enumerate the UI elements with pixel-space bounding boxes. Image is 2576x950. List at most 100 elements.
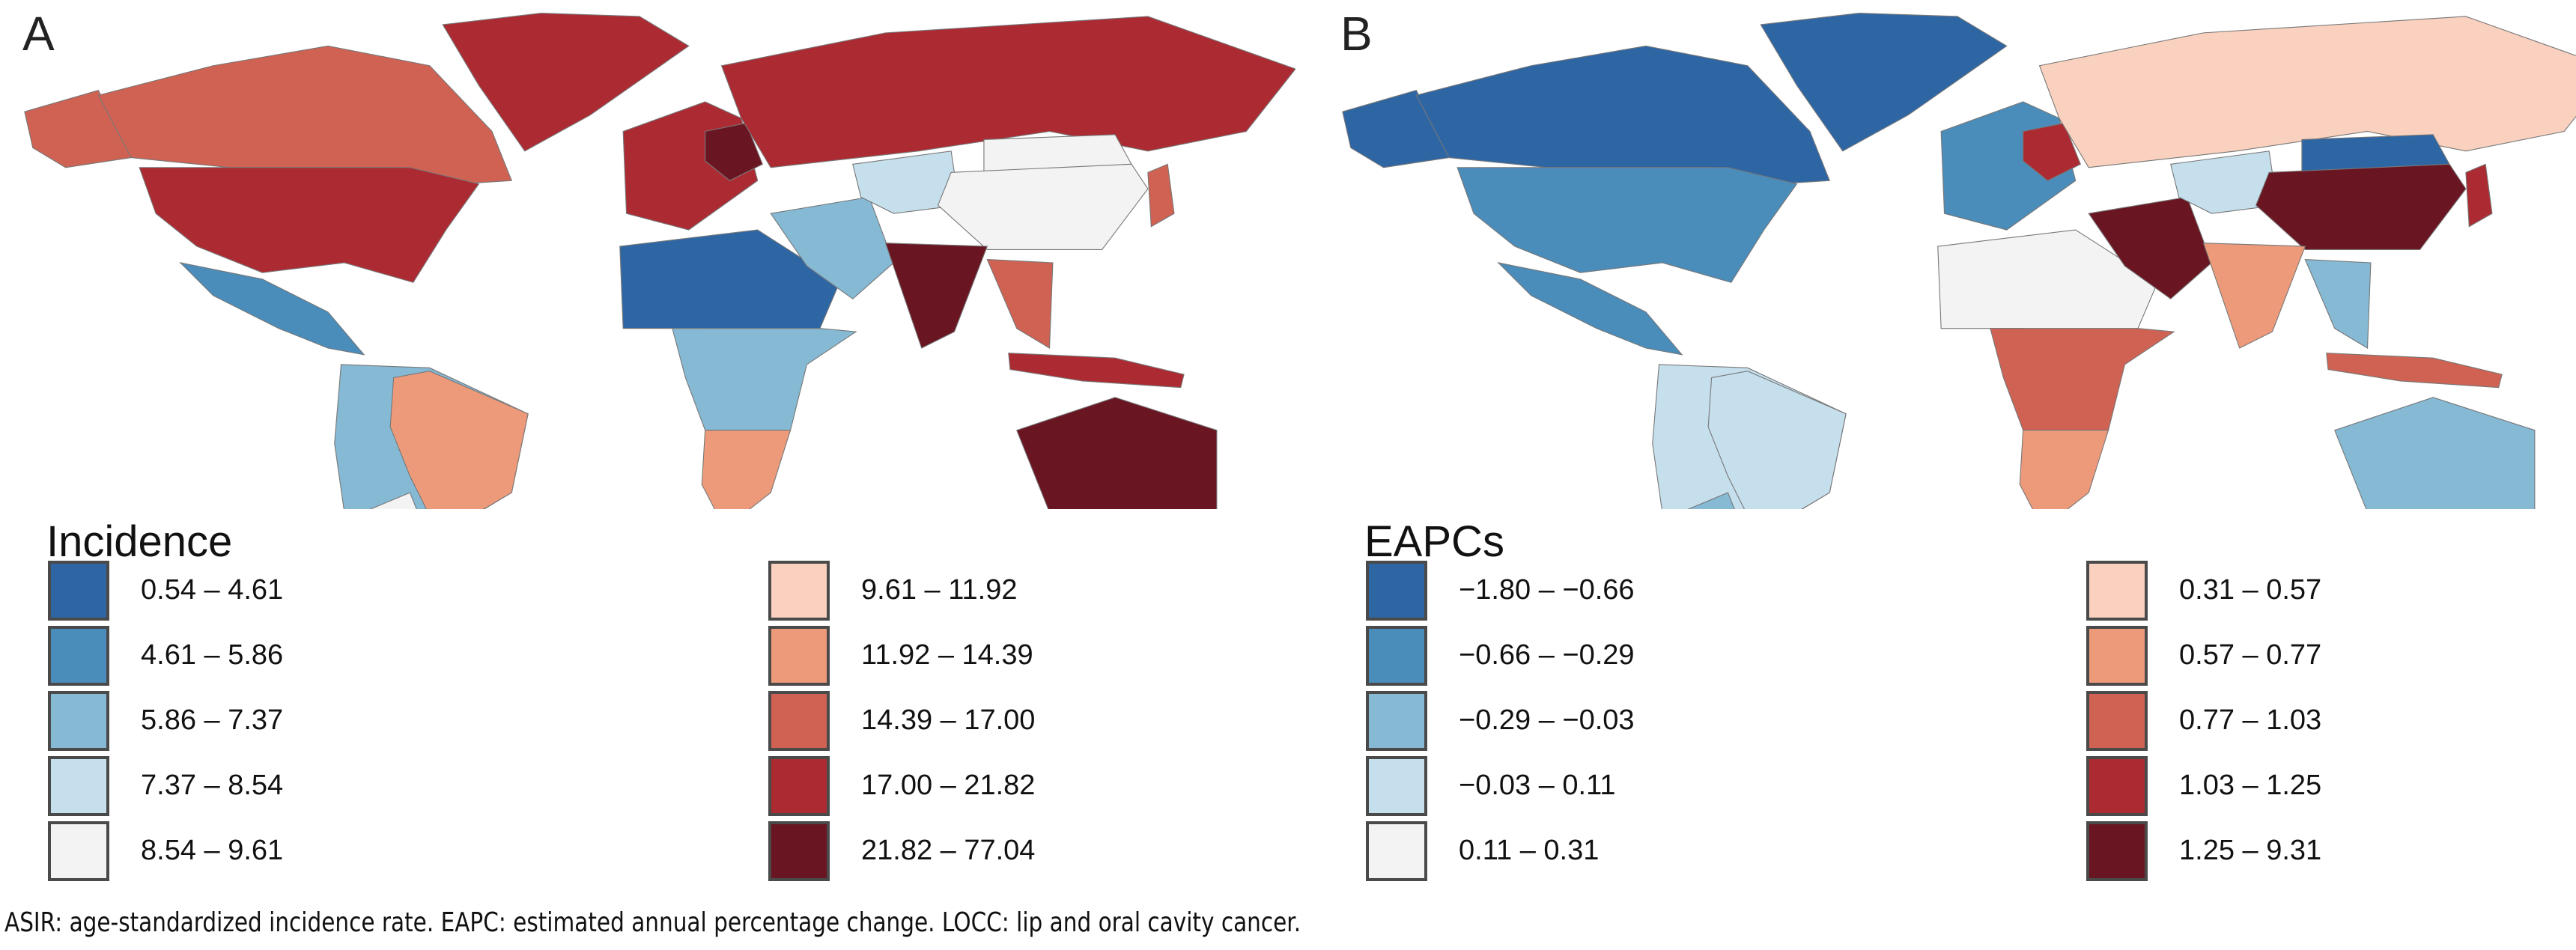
- legend-label: −1.80 – −0.66: [1459, 574, 1635, 606]
- legend-swatch: [768, 560, 830, 621]
- legend-swatch: [1366, 560, 1427, 621]
- region-russia: [2038, 16, 2576, 168]
- region-brazil: [389, 371, 529, 509]
- region-alaska: [1342, 89, 1450, 168]
- region-argentina: [370, 492, 417, 509]
- legend-title: Incidence: [46, 517, 233, 566]
- legend-item: −0.66 – −0.29: [1366, 623, 1635, 688]
- legend-label: 5.86 – 7.37: [141, 704, 284, 736]
- region-middle-east: [2088, 196, 2213, 299]
- region-greenland: [1760, 12, 2008, 152]
- legend-swatch: [48, 820, 109, 881]
- legend-swatch: [2086, 755, 2148, 816]
- region-central-africa: [1990, 328, 2175, 431]
- region-japan: [2465, 163, 2493, 228]
- region-east-europe: [2023, 122, 2081, 181]
- legend-label: 0.31 – 0.57: [2179, 574, 2322, 606]
- region-indonesia: [2326, 353, 2503, 389]
- legend-item: 5.86 – 7.37: [48, 688, 283, 753]
- region-middle-east: [770, 196, 895, 299]
- legend-label: 7.37 – 8.54: [141, 770, 284, 801]
- legend-label: 11.92 – 14.39: [861, 639, 1033, 671]
- legend-item: 9.61 – 11.92: [768, 558, 1035, 623]
- legend-swatch: [768, 690, 830, 751]
- region-canada: [1415, 45, 1831, 185]
- region-central-africa: [672, 328, 857, 431]
- legend-swatch: [2086, 820, 2148, 881]
- legend-label: −0.29 – −0.03: [1459, 704, 1635, 736]
- world-map-incidence: [24, 12, 1295, 509]
- legend-column-1: −1.80 – −0.66 −0.66 – −0.29 −0.29 – −0.03 −…: [1366, 558, 1635, 883]
- legend-item: −1.80 – −0.66: [1366, 558, 1635, 623]
- legend-swatch: [48, 625, 109, 686]
- legend-swatch: [768, 625, 830, 686]
- region-usa: [1456, 167, 1798, 283]
- legend-label: −0.03 – 0.11: [1459, 770, 1616, 801]
- world-map-eapc: [1342, 12, 2576, 509]
- region-alaska: [24, 89, 133, 168]
- region-greenland: [442, 12, 690, 152]
- region-india: [2202, 243, 2306, 349]
- legend-label: 0.54 – 4.61: [141, 574, 284, 606]
- legend-swatch: [48, 560, 109, 621]
- legend-item: 8.54 – 9.61: [48, 818, 283, 883]
- legend-title: EAPCs: [1364, 517, 1504, 566]
- region-brazil: [1707, 371, 1847, 509]
- region-australia: [1015, 397, 1218, 509]
- legend-label: 8.54 – 9.61: [141, 835, 284, 866]
- region-central-asia: [852, 150, 960, 214]
- legend-swatch: [1366, 625, 1427, 686]
- legend-item: 0.31 – 0.57: [2086, 558, 2321, 623]
- legend-label: 4.61 – 5.86: [141, 639, 284, 671]
- region-china: [937, 163, 1149, 250]
- legend-label: 0.77 – 1.03: [2179, 704, 2322, 736]
- legend-label: 0.57 – 0.77: [2179, 639, 2322, 671]
- legend-swatch: [2086, 690, 2148, 751]
- region-southern-africa: [701, 430, 792, 509]
- region-se-asia: [986, 258, 1054, 349]
- legend-swatch: [768, 820, 830, 881]
- region-central-asia: [2170, 150, 2278, 214]
- region-usa: [139, 167, 480, 283]
- legend-column-2: 0.31 – 0.57 0.57 – 0.77 0.77 – 1.03 1.03 – …: [2086, 558, 2321, 883]
- legend-label: 0.11 – 0.31: [1459, 835, 1600, 866]
- legend-item: 0.11 – 0.31: [1366, 818, 1635, 883]
- legend-item: 21.82 – 77.04: [768, 818, 1035, 883]
- region-central-america: [1497, 262, 1683, 356]
- legend-column-2: 9.61 – 11.92 11.92 – 14.39 14.39 – 17.00 17…: [768, 558, 1035, 883]
- legend-item: 0.57 – 0.77: [2086, 623, 2321, 688]
- panel-a-incidence-map: A Incidence 0.54 – 4.61 4.61 – 5.86 5.86 –…: [0, 0, 1295, 891]
- legend-swatch: [48, 690, 109, 751]
- legend-item: 14.39 – 17.00: [768, 688, 1035, 753]
- legend-label: 1.25 – 9.31: [2179, 835, 2322, 866]
- legend-label: 21.82 – 77.04: [861, 835, 1036, 866]
- panel-label: B: [1340, 7, 1373, 61]
- region-russia: [720, 16, 1295, 168]
- legend-item: 4.61 – 5.86: [48, 623, 283, 688]
- legend-swatch: [48, 755, 109, 816]
- panel-b-eapc-map: B EAPCs −1.80 – −0.66 −0.66 – −0.29 −0.29 …: [1318, 0, 2576, 891]
- legend-item: 1.25 – 9.31: [2086, 818, 2321, 883]
- region-japan: [1147, 163, 1175, 228]
- legend-item: 0.77 – 1.03: [2086, 688, 2321, 753]
- legend-swatch: [2086, 560, 2148, 621]
- region-se-asia: [2304, 258, 2372, 349]
- region-china: [2255, 163, 2467, 250]
- panel-label: A: [22, 7, 55, 61]
- legend-item: 0.54 – 4.61: [48, 558, 283, 623]
- legend-item: −0.03 – 0.11: [1366, 753, 1635, 818]
- region-argentina: [1688, 492, 1735, 509]
- legend-swatch: [768, 755, 830, 816]
- legend-label: 17.00 – 21.82: [861, 770, 1036, 801]
- legend-label: 9.61 – 11.92: [861, 574, 1018, 606]
- legend-swatch: [1366, 690, 1427, 751]
- legend-swatch: [2086, 625, 2148, 686]
- figure-footnote: ASIR: age-standardized incidence rate. E…: [4, 907, 1301, 938]
- region-central-america: [179, 262, 365, 356]
- region-canada: [97, 45, 513, 185]
- region-indonesia: [1008, 353, 1185, 389]
- legend-label: 14.39 – 17.00: [861, 704, 1036, 736]
- legend-item: 11.92 – 14.39: [768, 623, 1035, 688]
- legend-item: −0.29 – −0.03: [1366, 688, 1635, 753]
- legend-item: 17.00 – 21.82: [768, 753, 1035, 818]
